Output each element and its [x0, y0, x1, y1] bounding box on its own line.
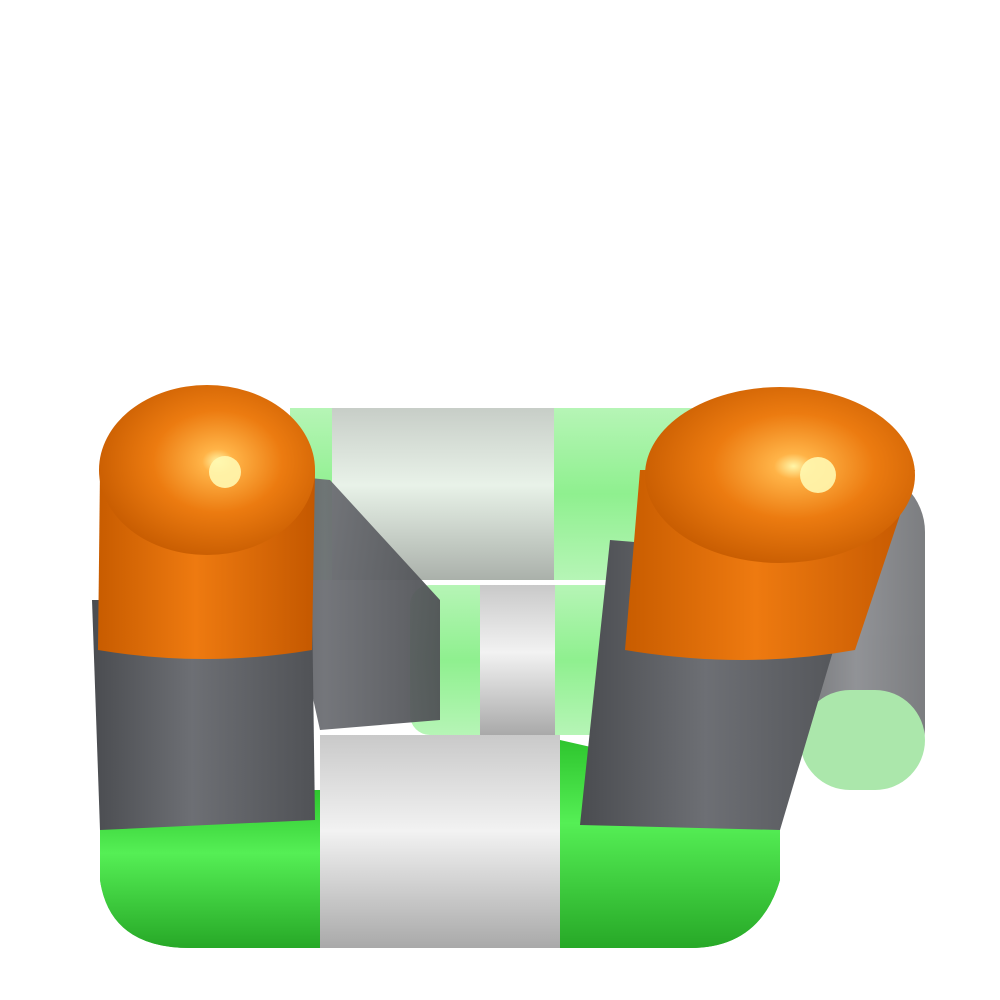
- orange-atom-left: [99, 385, 315, 555]
- right-stick: [580, 387, 915, 830]
- left-stick: [92, 385, 315, 830]
- back-bond-middle: [410, 585, 640, 735]
- orange-atom-right: [645, 387, 915, 563]
